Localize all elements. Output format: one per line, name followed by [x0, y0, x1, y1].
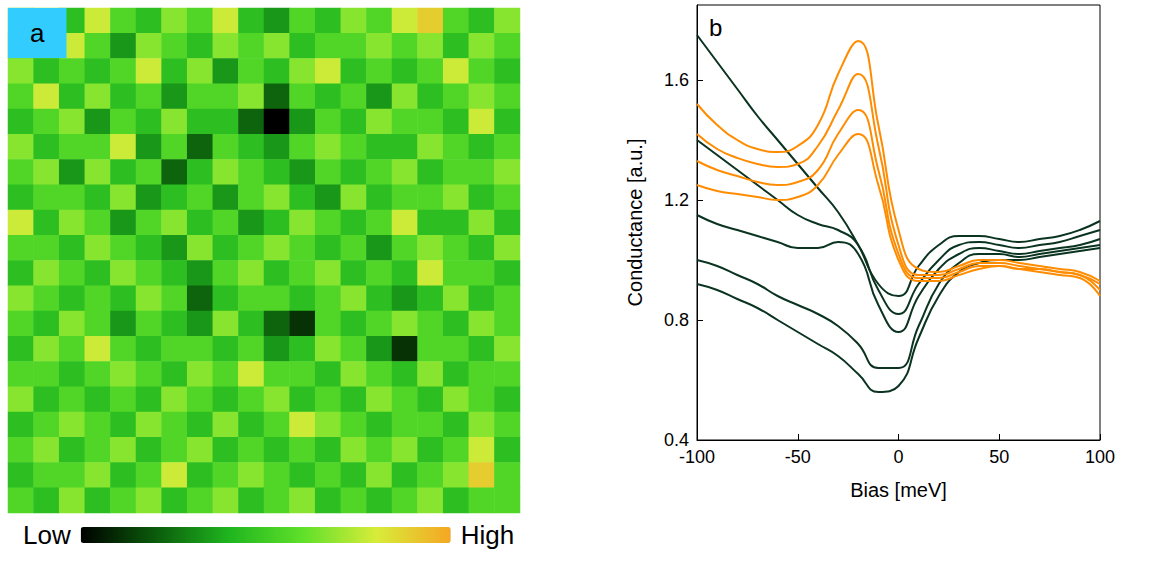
- svg-text:0.4: 0.4: [664, 430, 689, 450]
- svg-text:0.8: 0.8: [664, 310, 689, 330]
- svg-text:High: High: [461, 520, 514, 550]
- svg-text:-100: -100: [679, 447, 715, 467]
- svg-text:-50: -50: [785, 447, 811, 467]
- svg-text:a: a: [30, 18, 45, 48]
- svg-text:Low: Low: [23, 520, 71, 550]
- svg-text:0: 0: [893, 447, 903, 467]
- svg-text:1.2: 1.2: [664, 190, 689, 210]
- svg-text:Bias [meV]: Bias [meV]: [850, 479, 947, 501]
- svg-text:50: 50: [989, 447, 1009, 467]
- svg-text:1.6: 1.6: [664, 70, 689, 90]
- svg-text:100: 100: [1085, 447, 1115, 467]
- svg-text:b: b: [709, 14, 722, 41]
- svg-text:Conductance [a.u.]: Conductance [a.u.]: [624, 139, 646, 307]
